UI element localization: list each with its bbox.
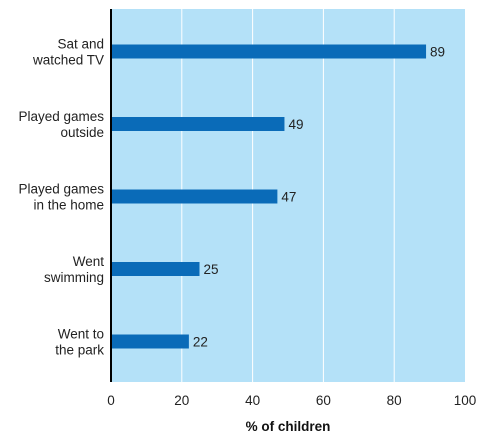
category-label: Played games in the home: [18, 182, 104, 213]
bar-value-label: 49: [288, 117, 303, 132]
bar-value-label: 47: [281, 190, 296, 205]
x-tick-label: 20: [174, 393, 189, 408]
bar-value-label: 89: [430, 45, 445, 60]
bar-value-label: 22: [193, 335, 208, 350]
category-label: Went to the park: [55, 327, 104, 358]
category-label: Sat and watched TV: [32, 37, 104, 68]
x-tick-label: 80: [387, 393, 402, 408]
x-tick-label: 40: [245, 393, 260, 408]
bar: [111, 44, 427, 59]
x-axis-title: % of children: [246, 419, 331, 434]
x-tick-label: 100: [454, 393, 477, 408]
category-label: Played games outside: [18, 109, 104, 140]
bar-value-label: 25: [204, 262, 219, 277]
category-label: Went swimming: [44, 254, 104, 285]
value-labels: 89 49 47 25 22: [193, 45, 445, 350]
bar: [111, 334, 189, 349]
bars: [111, 44, 427, 349]
bar: [111, 262, 200, 276]
bar: [111, 117, 285, 131]
x-tick-label: 0: [107, 393, 115, 408]
category-labels: Sat and watched TV Played games outside Play…: [18, 37, 104, 358]
x-tick-labels: 0 20 40 60 80 100: [107, 393, 476, 408]
x-tick-label: 60: [316, 393, 331, 408]
bar: [111, 189, 278, 204]
